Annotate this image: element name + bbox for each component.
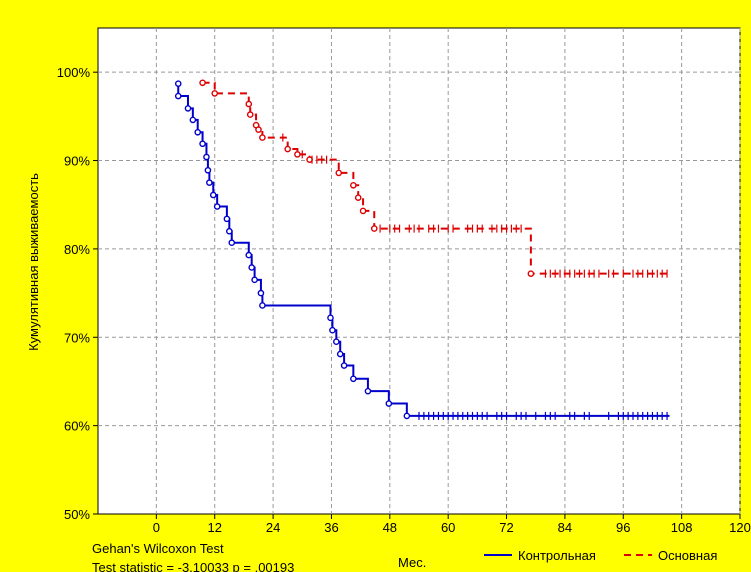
x-tick-label: 108: [671, 520, 693, 535]
event-marker: [335, 169, 343, 177]
x-tick-label: 0: [153, 520, 160, 535]
event-marker: [284, 145, 291, 153]
event-marker: [203, 153, 210, 161]
plot-area: [97, 27, 741, 515]
y-tick-label: 70%: [64, 330, 90, 345]
event-marker: [248, 264, 255, 271]
event-marker: [223, 215, 231, 223]
event-marker: [329, 326, 336, 334]
y-tick-label: 60%: [64, 419, 90, 434]
event-marker: [350, 181, 357, 189]
x-tick-label: 36: [324, 520, 338, 535]
event-marker: [199, 140, 206, 148]
event-marker: [294, 151, 301, 158]
event-marker: [259, 134, 266, 141]
event-marker: [327, 314, 334, 322]
event-marker: [359, 207, 367, 215]
y-tick-label: 50%: [64, 507, 90, 522]
legend-label-control: Контрольная: [518, 548, 596, 563]
event-marker: [209, 191, 217, 199]
event-marker: [206, 179, 213, 186]
event-marker: [340, 362, 348, 369]
event-marker: [385, 400, 393, 407]
x-tick-label: 84: [558, 520, 572, 535]
event-marker: [370, 225, 378, 232]
event-marker: [255, 126, 262, 133]
event-marker: [251, 276, 258, 284]
event-marker: [246, 111, 254, 118]
event-marker: [194, 128, 202, 136]
event-marker: [204, 166, 212, 174]
x-tick-label: 96: [616, 520, 630, 535]
event-marker: [211, 90, 219, 97]
x-axis-ticks: 0 12 24 36 48 60 72 84 96 108 120: [153, 514, 751, 535]
series-control: [174, 80, 670, 420]
event-marker: [226, 227, 233, 235]
y-tick-label: 100%: [57, 65, 91, 80]
event-marker: [184, 105, 192, 112]
event-marker: [259, 302, 266, 309]
event-marker: [228, 239, 236, 247]
series-main: [199, 79, 670, 278]
event-marker: [174, 80, 182, 87]
x-tick-label: 72: [499, 520, 513, 535]
x-tick-label: 24: [266, 520, 280, 535]
test-statistic-annotation: Test statistic = -3,10033 p = ,00193: [92, 560, 294, 572]
legend: Контрольная Основная: [484, 548, 717, 563]
test-name-annotation: Gehan's Wilcoxon Test: [92, 541, 224, 556]
event-marker: [189, 116, 197, 124]
event-marker: [403, 412, 411, 420]
y-tick-label: 90%: [64, 154, 90, 169]
event-marker: [245, 100, 253, 108]
x-tick-label: 120: [729, 520, 751, 535]
x-axis-label: Мес.: [398, 555, 426, 570]
y-axis-label: Кумулятивная выживаемость: [26, 173, 41, 351]
event-marker: [527, 270, 535, 277]
event-marker: [336, 350, 344, 358]
event-marker: [333, 338, 340, 345]
event-marker: [213, 203, 221, 210]
legend-label-main: Основная: [658, 548, 717, 563]
y-tick-label: 80%: [64, 242, 90, 257]
event-marker: [245, 251, 253, 259]
event-marker: [174, 92, 182, 100]
series-layer: [174, 79, 670, 420]
event-marker: [364, 387, 372, 395]
x-tick-label: 60: [441, 520, 455, 535]
y-axis-ticks: 50% 60% 70% 80% 90% 100%: [57, 65, 98, 522]
x-tick-label: 12: [207, 520, 221, 535]
x-tick-label: 48: [383, 520, 397, 535]
event-marker: [199, 79, 206, 87]
event-marker: [350, 375, 357, 383]
event-marker: [306, 156, 313, 163]
gridlines: [98, 28, 741, 514]
event-marker: [257, 289, 265, 297]
event-marker: [354, 194, 362, 201]
